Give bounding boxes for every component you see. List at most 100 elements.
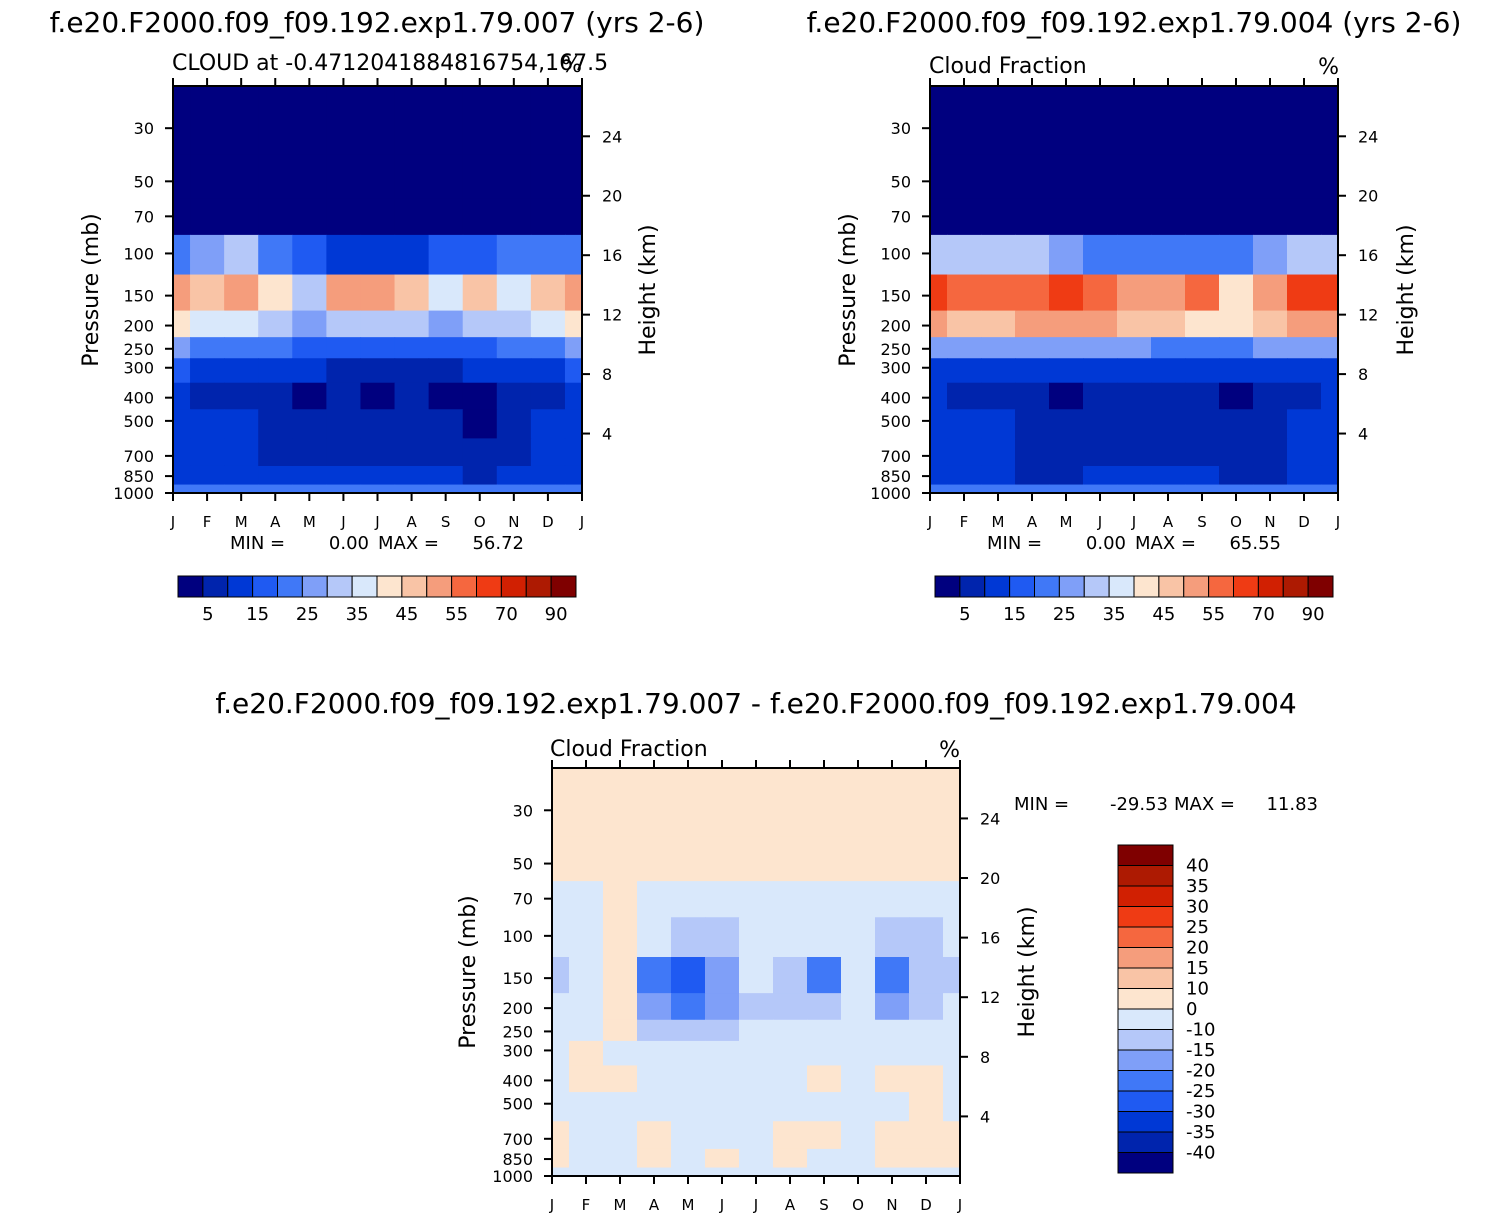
x-tick-label: A (406, 513, 417, 531)
contour-cell (428, 198, 464, 236)
contour-cell (1321, 382, 1339, 410)
contour-cell (1219, 234, 1254, 276)
contour-cell (1049, 465, 1084, 486)
contour-cell (569, 1065, 604, 1093)
contour-cell (530, 358, 566, 384)
contour-cell (462, 234, 498, 276)
contour-cell (190, 438, 225, 467)
contour-cell (1219, 409, 1254, 439)
contour-cell (1049, 154, 1084, 200)
contour-cell (875, 1040, 910, 1067)
contour-cell (564, 154, 583, 200)
contour-cell (943, 768, 961, 838)
contour-cell (1015, 358, 1050, 384)
contour-cell (569, 1167, 604, 1177)
contour-cell (1253, 409, 1288, 439)
contour-cell (807, 1092, 842, 1122)
contour-cell (224, 409, 259, 439)
contour-cell (360, 358, 396, 384)
contour-cell (258, 438, 293, 467)
contour-cell (981, 154, 1016, 200)
colorbar-label: 0 (1186, 999, 1197, 1020)
contour-cell (1117, 86, 1152, 156)
colorbar-label: 90 (1302, 604, 1325, 625)
contour-cell (173, 465, 191, 486)
x-tick-label: J (579, 513, 584, 531)
contour-cell (173, 484, 191, 494)
contour-cell (739, 881, 774, 918)
contour-cell (603, 836, 638, 882)
contour-cell (428, 484, 464, 494)
contour-cell (1287, 310, 1322, 338)
y-tick-label: 200 (880, 317, 911, 336)
contour-cell (1219, 274, 1254, 312)
contour-cell (603, 881, 638, 918)
colorbar-label: 15 (1186, 958, 1209, 979)
panel-2-colorbar: 5 15 25 35 45 55 70 90 (934, 575, 1334, 625)
colorbar-swatch (1307, 575, 1334, 598)
contour-cell (258, 198, 293, 236)
panel-1-colorbar: 5 15 25 35 45 55 70 90 (177, 575, 577, 625)
contour-cell (1151, 274, 1186, 312)
contour-cell (1151, 337, 1186, 359)
contour-cell (1219, 337, 1254, 359)
contour-cell (292, 154, 327, 200)
contour-cell (1117, 409, 1152, 439)
contour-cell (552, 1092, 570, 1122)
contour-cell (1219, 438, 1254, 467)
contour-cell (564, 234, 583, 276)
contour-cell (671, 1121, 706, 1150)
contour-cell (841, 1167, 876, 1177)
contour-cell (326, 154, 362, 200)
contour-cell (705, 993, 740, 1021)
contour-cell (1117, 382, 1152, 410)
y-tick-label: 1000 (113, 484, 154, 503)
colorbar-swatch (1117, 1111, 1174, 1133)
colorbar-label: -20 (1186, 1061, 1215, 1082)
contour-cell (569, 1019, 604, 1042)
panel-3-min-label: MIN = (1014, 794, 1069, 815)
contour-cell (462, 198, 498, 236)
contour-cell (1185, 438, 1220, 467)
contour-cell (190, 337, 225, 359)
contour-cell (930, 358, 948, 384)
contour-cell (224, 154, 259, 200)
contour-cell (981, 198, 1016, 236)
contour-cell (1253, 382, 1288, 410)
x-tick-label: A (1163, 513, 1174, 531)
panel-1-min-value: 0.00 (329, 533, 369, 554)
contour-cell (173, 154, 191, 200)
contour-cell (1219, 484, 1254, 494)
contour-cell (930, 86, 948, 156)
contour-cell (1185, 409, 1220, 439)
x-tick-label: M (992, 513, 1005, 531)
contour-cell (173, 382, 191, 410)
panel-1-max-label: MAX = (378, 533, 439, 554)
colorbar-label: 55 (1202, 604, 1225, 625)
contour-cell (981, 86, 1016, 156)
contour-cell (930, 310, 948, 338)
contour-cell (875, 993, 910, 1021)
height-tick-label: 16 (602, 246, 622, 265)
colorbar-swatch (1158, 575, 1185, 598)
contour-cell (530, 154, 566, 200)
contour-cell (224, 484, 259, 494)
colorbar-label: 55 (445, 604, 468, 625)
panel-1-case-title: f.e20.F2000.f09_f09.192.exp1.79.007 (yrs… (50, 6, 705, 39)
contour-cell (394, 382, 430, 410)
contour-cell (360, 86, 396, 156)
colorbar-swatch (1282, 575, 1309, 598)
panel-2-units: % (1318, 55, 1339, 80)
contour-cell (173, 274, 191, 312)
height-tick-label: 8 (602, 365, 612, 384)
contour-cell (671, 917, 706, 958)
contour-cell (909, 836, 944, 882)
contour-cell (739, 1121, 774, 1150)
contour-cell (360, 154, 396, 200)
contour-cell (292, 382, 327, 410)
contour-cell (258, 382, 293, 410)
contour-cell (428, 86, 464, 156)
colorbar-label: -30 (1186, 1102, 1215, 1123)
